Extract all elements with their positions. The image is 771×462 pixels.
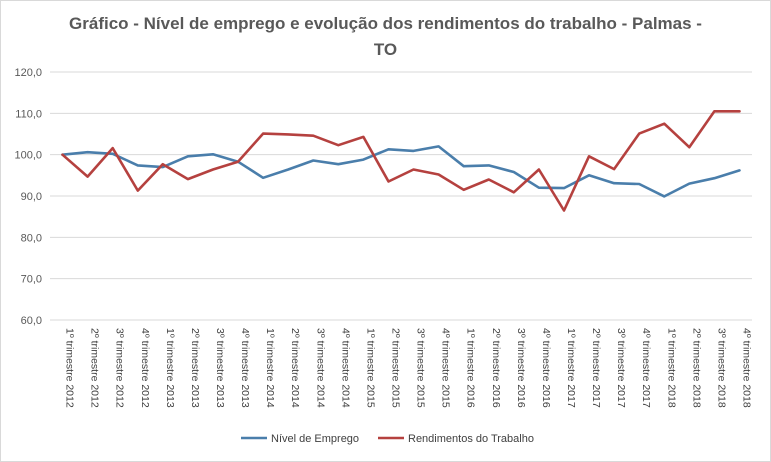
x-tick-label: 2º trimestre 2016 [490, 328, 502, 408]
x-tick-label: 1º trimestre 2013 [164, 328, 176, 408]
y-axis-ticks: 60,0 70,0 80,0 90,0 100,0 110,0 120,0 [14, 67, 42, 327]
x-tick-label: 3º trimestre 2012 [114, 328, 126, 408]
y-tick-label: 110,0 [15, 108, 42, 120]
x-tick-label: 1º trimestre 2012 [64, 328, 76, 408]
x-tick-label: 4º trimestre 2014 [339, 328, 351, 408]
x-tick-label: 1º trimestre 2018 [665, 328, 677, 408]
y-tick-label: 60,0 [21, 315, 42, 327]
x-tick-label: 3º trimestre 2014 [314, 328, 326, 408]
y-tick-label: 80,0 [21, 232, 42, 244]
chart-title-line-2: TO [373, 40, 398, 59]
x-axis-ticks: 1º trimestre 2012 2º trimestre 2012 3º tri… [64, 328, 753, 408]
x-tick-label: 3º trimestre 2018 [715, 328, 727, 408]
legend: Nível de Emprego Rendimentos do Trabalho [241, 433, 534, 445]
x-tick-label: 3º trimestre 2015 [415, 328, 427, 408]
x-tick-label: 2º trimestre 2014 [289, 328, 301, 408]
series-lines [61, 110, 741, 212]
legend-label: Nível de Emprego [271, 433, 359, 445]
y-tick-label: 120,0 [14, 67, 42, 79]
x-tick-label: 4º trimestre 2017 [640, 328, 652, 408]
chart-title: Gráfico - Nível de emprego e evolução do… [1, 11, 770, 63]
x-tick-label: 3º trimestre 2013 [214, 328, 226, 408]
x-tick-label: 2º trimestre 2018 [690, 328, 702, 408]
x-tick-label: 2º trimestre 2012 [89, 328, 101, 408]
x-tick-label: 2º trimestre 2015 [389, 328, 401, 408]
y-tick-label: 100,0 [14, 150, 42, 162]
x-tick-label: 1º trimestre 2017 [565, 328, 577, 408]
x-tick-label: 2º trimestre 2017 [590, 328, 602, 408]
gridlines [50, 71, 752, 321]
x-tick-label: 1º trimestre 2015 [364, 328, 376, 408]
x-tick-label: 1º trimestre 2014 [264, 328, 276, 408]
series-line-1 [61, 145, 741, 198]
x-tick-label: 4º trimestre 2015 [440, 328, 452, 408]
x-tick-label: 4º trimestre 2016 [540, 328, 552, 408]
x-tick-label: 2º trimestre 2013 [189, 328, 201, 408]
y-tick-label: 70,0 [21, 274, 42, 286]
y-tick-label: 90,0 [21, 191, 42, 203]
x-tick-label: 4º trimestre 2012 [139, 328, 151, 408]
series-line-2 [61, 110, 741, 212]
x-tick-label: 4º trimestre 2018 [740, 328, 752, 408]
x-tick-label: 4º trimestre 2013 [239, 328, 251, 408]
legend-label: Rendimentos do Trabalho [408, 433, 534, 445]
x-tick-label: 3º trimestre 2016 [515, 328, 527, 408]
x-tick-label: 1º trimestre 2016 [465, 328, 477, 408]
chart-title-line-1: Gráfico - Nível de emprego e evolução do… [69, 14, 702, 33]
x-tick-label: 3º trimestre 2017 [615, 328, 627, 408]
